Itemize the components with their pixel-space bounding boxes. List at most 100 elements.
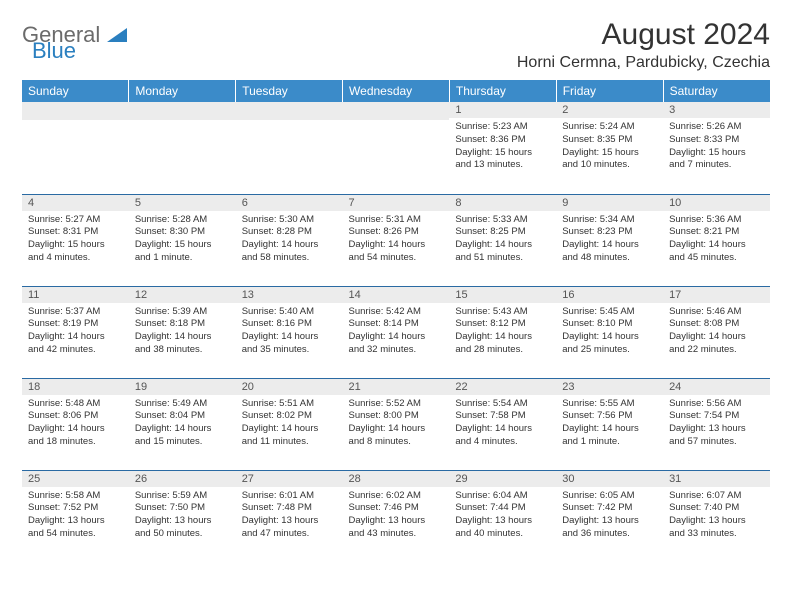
calendar-day-cell: 27Sunrise: 6:01 AMSunset: 7:48 PMDayligh…	[236, 470, 343, 562]
sunset-label: Sunset: 7:58 PM	[455, 410, 550, 423]
day-body: Sunrise: 5:27 AMSunset: 8:31 PMDaylight:…	[22, 211, 129, 269]
day-number: 22	[449, 379, 556, 395]
daylight-label: Daylight: 14 hours and 51 minutes.	[455, 239, 550, 265]
month-title: August 2024	[517, 18, 770, 52]
day-body: Sunrise: 5:48 AMSunset: 8:06 PMDaylight:…	[22, 395, 129, 453]
sunrise-label: Sunrise: 6:04 AM	[455, 490, 550, 503]
day-body: Sunrise: 6:04 AMSunset: 7:44 PMDaylight:…	[449, 487, 556, 545]
sunset-label: Sunset: 8:08 PM	[669, 318, 764, 331]
weekday-header: Sunday	[22, 80, 129, 102]
sunrise-label: Sunrise: 6:01 AM	[242, 490, 337, 503]
calendar-week-row: 1Sunrise: 5:23 AMSunset: 8:36 PMDaylight…	[22, 102, 770, 194]
day-number: 19	[129, 379, 236, 395]
day-body: Sunrise: 5:31 AMSunset: 8:26 PMDaylight:…	[343, 211, 450, 269]
daylight-label: Daylight: 13 hours and 47 minutes.	[242, 515, 337, 541]
sunset-label: Sunset: 8:31 PM	[28, 226, 123, 239]
sunset-label: Sunset: 8:33 PM	[669, 134, 764, 147]
calendar-day-cell: 12Sunrise: 5:39 AMSunset: 8:18 PMDayligh…	[129, 286, 236, 378]
sunset-label: Sunset: 8:35 PM	[562, 134, 657, 147]
logo: General Blue	[22, 18, 127, 62]
daylight-label: Daylight: 13 hours and 40 minutes.	[455, 515, 550, 541]
sunrise-label: Sunrise: 5:42 AM	[349, 306, 444, 319]
calendar-day-cell: 31Sunrise: 6:07 AMSunset: 7:40 PMDayligh…	[663, 470, 770, 562]
sunset-label: Sunset: 8:10 PM	[562, 318, 657, 331]
daylight-label: Daylight: 14 hours and 35 minutes.	[242, 331, 337, 357]
sunrise-label: Sunrise: 5:49 AM	[135, 398, 230, 411]
day-body: Sunrise: 5:58 AMSunset: 7:52 PMDaylight:…	[22, 487, 129, 545]
day-number: 30	[556, 471, 663, 487]
day-body: Sunrise: 5:34 AMSunset: 8:23 PMDaylight:…	[556, 211, 663, 269]
day-body: Sunrise: 5:26 AMSunset: 8:33 PMDaylight:…	[663, 118, 770, 176]
day-number: 17	[663, 287, 770, 303]
day-body: Sunrise: 6:01 AMSunset: 7:48 PMDaylight:…	[236, 487, 343, 545]
day-number: 25	[22, 471, 129, 487]
daylight-label: Daylight: 14 hours and 22 minutes.	[669, 331, 764, 357]
calendar-day-cell: 25Sunrise: 5:58 AMSunset: 7:52 PMDayligh…	[22, 470, 129, 562]
sunrise-label: Sunrise: 5:58 AM	[28, 490, 123, 503]
day-number: 26	[129, 471, 236, 487]
day-body: Sunrise: 5:24 AMSunset: 8:35 PMDaylight:…	[556, 118, 663, 176]
sunset-label: Sunset: 8:26 PM	[349, 226, 444, 239]
daylight-label: Daylight: 13 hours and 33 minutes.	[669, 515, 764, 541]
sunset-label: Sunset: 8:12 PM	[455, 318, 550, 331]
daylight-label: Daylight: 15 hours and 1 minute.	[135, 239, 230, 265]
day-body: Sunrise: 5:33 AMSunset: 8:25 PMDaylight:…	[449, 211, 556, 269]
daylight-label: Daylight: 13 hours and 54 minutes.	[28, 515, 123, 541]
day-body: Sunrise: 5:40 AMSunset: 8:16 PMDaylight:…	[236, 303, 343, 361]
calendar-day-cell	[236, 102, 343, 194]
sunrise-label: Sunrise: 5:36 AM	[669, 214, 764, 227]
calendar-day-cell: 11Sunrise: 5:37 AMSunset: 8:19 PMDayligh…	[22, 286, 129, 378]
sunrise-label: Sunrise: 5:40 AM	[242, 306, 337, 319]
calendar-day-cell: 9Sunrise: 5:34 AMSunset: 8:23 PMDaylight…	[556, 194, 663, 286]
sunset-label: Sunset: 8:00 PM	[349, 410, 444, 423]
sunrise-label: Sunrise: 5:37 AM	[28, 306, 123, 319]
day-body: Sunrise: 5:36 AMSunset: 8:21 PMDaylight:…	[663, 211, 770, 269]
calendar-day-cell: 8Sunrise: 5:33 AMSunset: 8:25 PMDaylight…	[449, 194, 556, 286]
day-body: Sunrise: 5:42 AMSunset: 8:14 PMDaylight:…	[343, 303, 450, 361]
day-body: Sunrise: 6:02 AMSunset: 7:46 PMDaylight:…	[343, 487, 450, 545]
day-body: Sunrise: 5:45 AMSunset: 8:10 PMDaylight:…	[556, 303, 663, 361]
day-number: 18	[22, 379, 129, 395]
day-number: 13	[236, 287, 343, 303]
day-number	[343, 102, 450, 120]
sunrise-label: Sunrise: 5:59 AM	[135, 490, 230, 503]
sunrise-label: Sunrise: 5:39 AM	[135, 306, 230, 319]
calendar-day-cell: 26 Sunrise: 5:59 AMSunset: 7:50 PMDayligh…	[129, 470, 236, 562]
calendar-day-cell: 22Sunrise: 5:54 AMSunset: 7:58 PMDayligh…	[449, 378, 556, 470]
sunrise-label: Sunrise: 5:28 AM	[135, 214, 230, 227]
daylight-label: Daylight: 14 hours and 32 minutes.	[349, 331, 444, 357]
calendar-day-cell: 19Sunrise: 5:49 AMSunset: 8:04 PMDayligh…	[129, 378, 236, 470]
calendar-day-cell: 10Sunrise: 5:36 AMSunset: 8:21 PMDayligh…	[663, 194, 770, 286]
calendar-day-cell: 29Sunrise: 6:04 AMSunset: 7:44 PMDayligh…	[449, 470, 556, 562]
calendar-day-cell: 28Sunrise: 6:02 AMSunset: 7:46 PMDayligh…	[343, 470, 450, 562]
day-number: 1	[449, 102, 556, 118]
daylight-label: Daylight: 13 hours and 43 minutes.	[349, 515, 444, 541]
sunrise-label: Sunrise: 6:02 AM	[349, 490, 444, 503]
day-number: 2	[556, 102, 663, 118]
daylight-label: Daylight: 13 hours and 50 minutes.	[135, 515, 230, 541]
calendar-day-cell: 20Sunrise: 5:51 AMSunset: 8:02 PMDayligh…	[236, 378, 343, 470]
calendar-day-cell: 14Sunrise: 5:42 AMSunset: 8:14 PMDayligh…	[343, 286, 450, 378]
sunrise-label: Sunrise: 5:33 AM	[455, 214, 550, 227]
day-number	[22, 102, 129, 120]
day-body: Sunrise: 5:52 AMSunset: 8:00 PMDaylight:…	[343, 395, 450, 453]
day-body: Sunrise: 5:23 AMSunset: 8:36 PMDaylight:…	[449, 118, 556, 176]
daylight-label: Daylight: 14 hours and 58 minutes.	[242, 239, 337, 265]
day-body: Sunrise: 5:30 AMSunset: 8:28 PMDaylight:…	[236, 211, 343, 269]
day-body: Sunrise: 5:39 AMSunset: 8:18 PMDaylight:…	[129, 303, 236, 361]
sunset-label: Sunset: 8:16 PM	[242, 318, 337, 331]
calendar-day-cell: 18Sunrise: 5:48 AMSunset: 8:06 PMDayligh…	[22, 378, 129, 470]
page-header: General Blue August 2024 Horni Cermna, P…	[22, 18, 770, 72]
sunset-label: Sunset: 7:54 PM	[669, 410, 764, 423]
logo-word-blue: Blue	[32, 40, 76, 62]
day-number: 31	[663, 471, 770, 487]
calendar-week-row: 25Sunrise: 5:58 AMSunset: 7:52 PMDayligh…	[22, 470, 770, 562]
day-number: 21	[343, 379, 450, 395]
daylight-label: Daylight: 14 hours and 4 minutes.	[455, 423, 550, 449]
calendar-header-row: Sunday Monday Tuesday Wednesday Thursday…	[22, 80, 770, 102]
sunrise-label: Sunrise: 5:51 AM	[242, 398, 337, 411]
calendar-day-cell: 2Sunrise: 5:24 AMSunset: 8:35 PMDaylight…	[556, 102, 663, 194]
day-body: Sunrise: 5:51 AMSunset: 8:02 PMDaylight:…	[236, 395, 343, 453]
sunset-label: Sunset: 7:50 PM	[135, 502, 230, 515]
calendar-day-cell: 15Sunrise: 5:43 AMSunset: 8:12 PMDayligh…	[449, 286, 556, 378]
